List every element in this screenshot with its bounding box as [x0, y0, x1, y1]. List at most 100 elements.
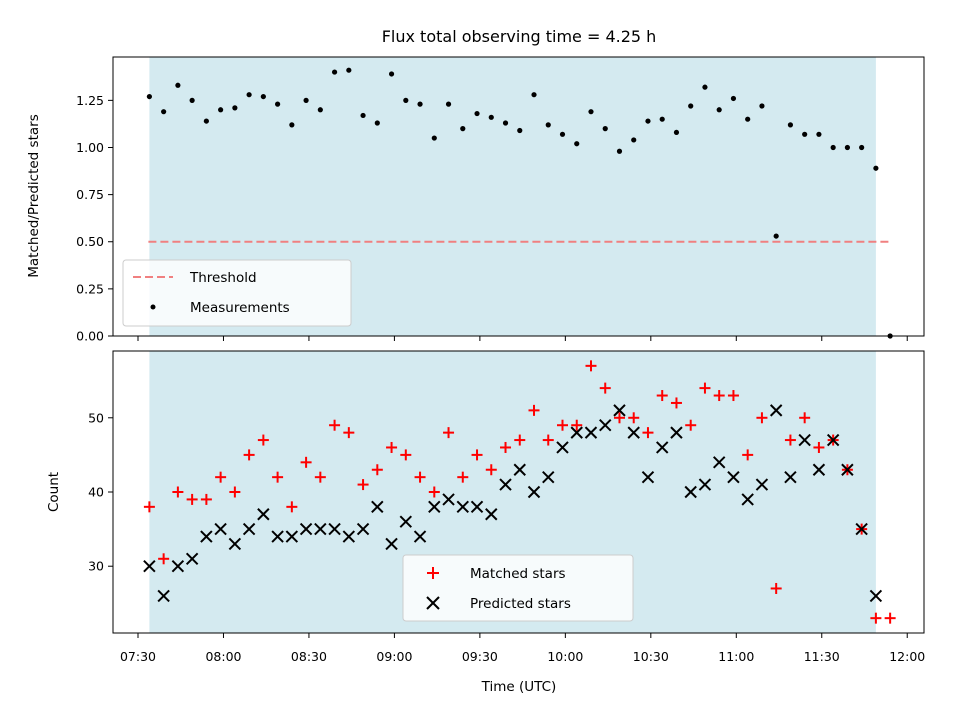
predicted-star-point [712, 456, 726, 469]
top-panel: 0.00 0.25 0.50 0.75 1.00 1.25 Matched/Predict… [26, 56, 925, 344]
top-legend: Threshold Measurements [122, 259, 352, 327]
measurement-point [531, 92, 537, 98]
measurement-point [574, 141, 580, 147]
x-tick-label: 07:30 [120, 649, 156, 664]
measurement-point [802, 131, 808, 137]
bottom-y-tick-label: 30 [88, 559, 104, 574]
x-axis-label: Time (UTC) [481, 679, 557, 695]
matched-star-point [414, 471, 426, 483]
predicted-star-point [527, 485, 541, 499]
x-tick-label: 09:00 [376, 649, 412, 664]
legend-matched-label: Matched stars [470, 566, 566, 582]
predicted-star-point [428, 500, 441, 514]
measurement-point [346, 67, 352, 73]
matched-star-point [329, 419, 341, 431]
predicted-star-point [485, 508, 498, 521]
predicted-star-point [271, 530, 284, 543]
measurement-point [360, 112, 366, 119]
matched-star-point [685, 419, 697, 431]
measurement-point [488, 114, 494, 120]
matched-star-point [884, 612, 896, 624]
predicted-star-point [869, 589, 883, 603]
predicted-star-point [599, 419, 612, 432]
measurement-point [517, 127, 523, 134]
measurement-point [673, 129, 680, 136]
measurement-point [246, 92, 252, 98]
top-y-tick-label: 1.00 [76, 140, 104, 155]
predicted-star-point [656, 441, 669, 454]
matched-star-point [557, 419, 569, 431]
bottom-legend: Matched stars Predicted stars [402, 554, 634, 622]
matched-star-point [386, 441, 398, 453]
predicted-star-point [513, 463, 526, 476]
predicted-star-point [314, 522, 327, 536]
matched-star-point [314, 471, 326, 483]
matched-star-point [215, 471, 227, 483]
measurement-point [773, 233, 779, 239]
predicted-star-point [627, 426, 640, 439]
x-tick-label: 10:30 [633, 649, 669, 664]
matched-star-point [514, 434, 526, 446]
matched-star-point [272, 471, 284, 483]
measurement-point [445, 101, 452, 107]
predicted-star-point [542, 470, 555, 484]
predicted-star-point [826, 433, 840, 447]
bottom-legend-box [402, 554, 634, 622]
matched-star-point [713, 390, 725, 402]
measurement-point [403, 97, 409, 103]
predicted-star-point [342, 530, 356, 543]
predicted-star-point [841, 463, 854, 476]
predicted-star-point [171, 560, 185, 573]
predicted-star-point [784, 470, 797, 484]
matched-star-point [243, 449, 255, 461]
top-y-tick-label: 0.50 [76, 234, 104, 249]
matched-star-point [143, 501, 155, 513]
x-tick-label: 08:00 [205, 649, 241, 664]
measurement-point [559, 131, 566, 137]
legend-threshold-label: Threshold [189, 270, 257, 286]
measurement-point [460, 126, 466, 132]
matched-star-point [300, 456, 312, 468]
measurement-point [275, 101, 281, 107]
predicted-star-point [413, 530, 427, 543]
predicted-star-point [755, 478, 769, 491]
predicted-star-point [157, 589, 170, 603]
bottom-panel: 30 40 50 07:30 08:00 08:30 09:00 09:30 10:00 10:… [46, 350, 925, 695]
matched-star-point [200, 493, 212, 505]
x-tick-label: 12:00 [889, 649, 925, 664]
matched-star-point [542, 434, 554, 446]
predicted-star-point [855, 522, 868, 536]
predicted-star-point [641, 470, 655, 484]
measurement-point [688, 103, 694, 109]
measurement-point [218, 107, 224, 113]
measurement-point [289, 122, 295, 128]
x-tick-label: 11:00 [718, 649, 754, 664]
x-tick-label: 08:30 [291, 649, 327, 664]
chart-title: Flux total observing time = 4.25 h [382, 27, 657, 46]
measurement-point [374, 120, 380, 126]
legend-measurements-label: Measurements [190, 300, 290, 316]
matched-star-point [699, 382, 711, 394]
matched-star-point [186, 493, 198, 505]
predicted-star-point [385, 537, 398, 551]
measurement-point [873, 165, 879, 171]
top-y-tick-label: 0.00 [76, 329, 104, 344]
bottom-y-axis-label: Count [46, 472, 62, 512]
matched-star-point [770, 582, 782, 594]
predicted-star-point [584, 426, 598, 439]
measurement-point [616, 148, 623, 154]
measurement-point [844, 144, 851, 151]
predicted-star-point [556, 441, 569, 454]
predicted-star-point [214, 522, 227, 536]
matched-star-point [500, 441, 512, 453]
measurement-point [816, 131, 822, 137]
matched-star-point [257, 434, 269, 446]
x-tick-label: 09:30 [462, 649, 498, 664]
bottom-axes-frame [112, 350, 925, 634]
matched-star-point [784, 434, 796, 446]
matched-star-point [457, 471, 469, 483]
predicted-star-point [470, 500, 484, 514]
matched-star-point [613, 412, 625, 424]
measurement-point [745, 116, 751, 122]
